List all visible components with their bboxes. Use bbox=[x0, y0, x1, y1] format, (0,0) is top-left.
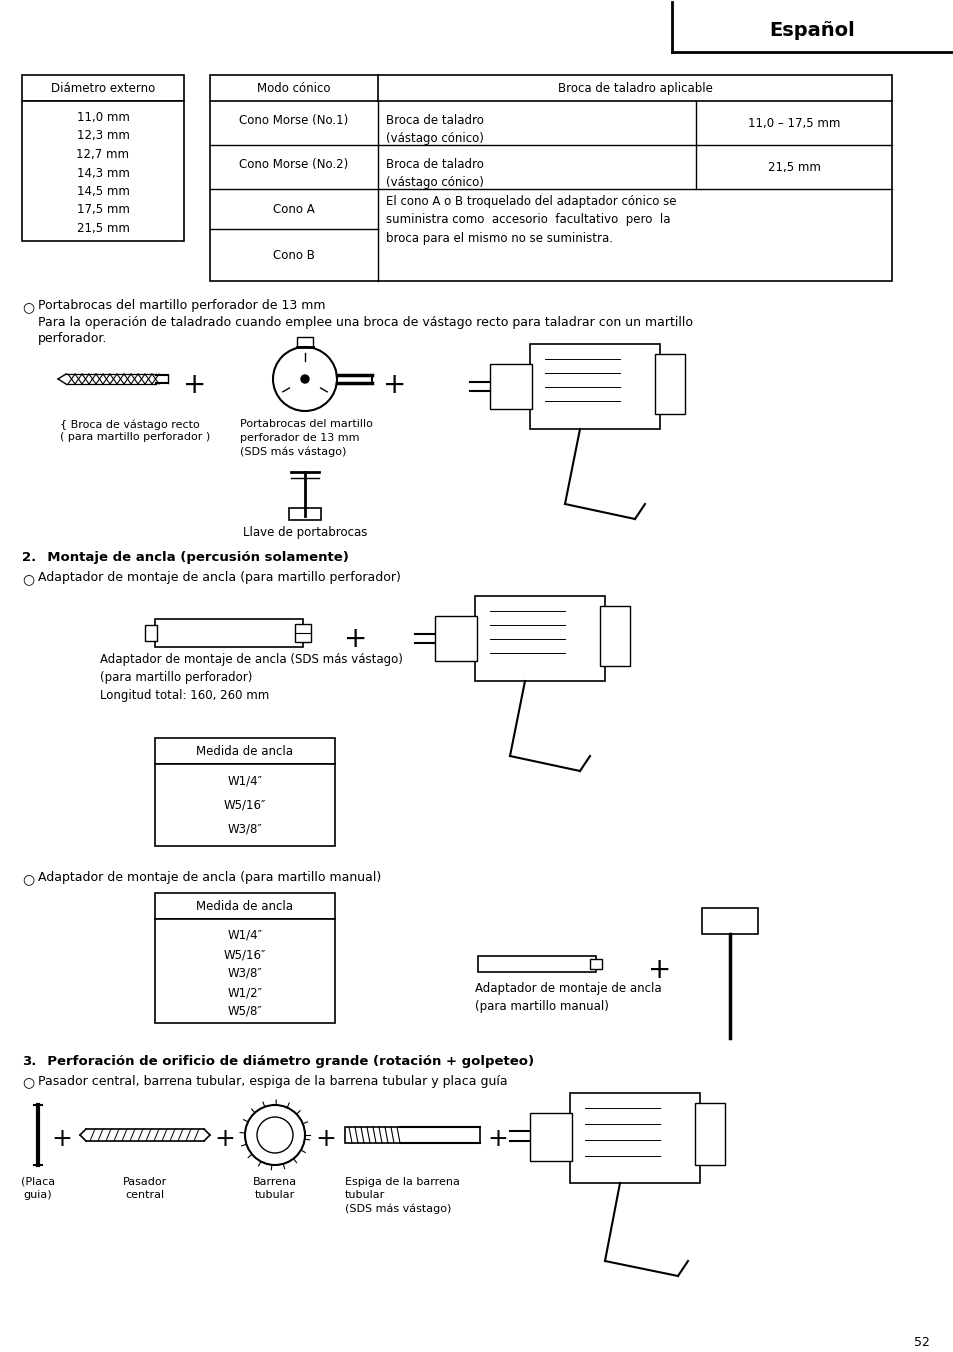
Text: Broca de taladro aplicable: Broca de taladro aplicable bbox=[557, 82, 712, 95]
Text: +: + bbox=[183, 370, 207, 399]
Text: 14,3 mm: 14,3 mm bbox=[76, 166, 130, 180]
Text: +: + bbox=[648, 956, 671, 984]
Text: Portabrocas del martillo
perforador de 13 mm
(SDS más vástago): Portabrocas del martillo perforador de 1… bbox=[240, 419, 373, 457]
Circle shape bbox=[301, 375, 309, 383]
Text: Modo cónico: Modo cónico bbox=[257, 82, 331, 95]
Text: W1/2″: W1/2″ bbox=[227, 986, 262, 999]
Bar bbox=[154, 919, 335, 1023]
Bar bbox=[154, 738, 335, 764]
Text: 52: 52 bbox=[913, 1336, 929, 1349]
Text: ○: ○ bbox=[22, 572, 34, 585]
Text: +: + bbox=[51, 1128, 72, 1151]
Text: Montaje de ancla (percusión solamente): Montaje de ancla (percusión solamente) bbox=[38, 552, 349, 564]
Bar bbox=[435, 617, 476, 661]
Bar bbox=[294, 625, 311, 642]
Text: Español: Español bbox=[768, 22, 854, 41]
Text: 2.: 2. bbox=[22, 552, 36, 564]
Text: W5/16″: W5/16″ bbox=[224, 948, 266, 961]
Text: W1/4″: W1/4″ bbox=[227, 773, 262, 787]
Bar bbox=[296, 337, 313, 347]
Text: ○: ○ bbox=[22, 1075, 34, 1088]
Text: Cono Morse (No.2): Cono Morse (No.2) bbox=[239, 158, 348, 170]
Text: Medida de ancla: Medida de ancla bbox=[196, 900, 294, 913]
Text: Barrena
tubular: Barrena tubular bbox=[253, 1178, 296, 1201]
Text: ( para martillo perforador ): ( para martillo perforador ) bbox=[60, 433, 210, 442]
Text: Cono B: Cono B bbox=[273, 249, 314, 262]
Bar bbox=[695, 1103, 724, 1165]
Text: Cono A: Cono A bbox=[273, 203, 314, 216]
Bar bbox=[154, 894, 335, 919]
Bar bbox=[475, 596, 604, 681]
Text: 12,7 mm: 12,7 mm bbox=[76, 147, 130, 161]
Bar bbox=[145, 625, 157, 641]
Text: perforador.: perforador. bbox=[38, 333, 108, 345]
Text: +: + bbox=[487, 1128, 508, 1151]
Text: 14,5 mm: 14,5 mm bbox=[76, 185, 130, 197]
Text: 17,5 mm: 17,5 mm bbox=[76, 204, 130, 216]
Text: +: + bbox=[344, 625, 367, 653]
Text: W3/8″: W3/8″ bbox=[228, 967, 262, 980]
Text: W5/16″: W5/16″ bbox=[224, 798, 266, 811]
Text: +: + bbox=[315, 1128, 336, 1151]
Text: Broca de taladro
(vástago cónico): Broca de taladro (vástago cónico) bbox=[386, 114, 483, 145]
Bar bbox=[530, 1113, 572, 1161]
Bar bbox=[589, 959, 601, 969]
Text: Broca de taladro
(vástago cónico): Broca de taladro (vástago cónico) bbox=[386, 158, 483, 189]
Bar bbox=[701, 909, 758, 934]
Text: Para la operación de taladrado cuando emplee una broca de vástago recto para tal: Para la operación de taladrado cuando em… bbox=[38, 316, 692, 329]
Bar bbox=[154, 619, 303, 648]
Bar bbox=[477, 956, 596, 972]
Text: Medida de ancla: Medida de ancla bbox=[196, 745, 294, 758]
Text: W3/8″: W3/8″ bbox=[228, 822, 262, 836]
Text: El cono A o B troquelado del adaptador cónico se
suministra como  accesorio  fac: El cono A o B troquelado del adaptador c… bbox=[386, 195, 676, 245]
Bar bbox=[289, 508, 320, 521]
Bar bbox=[22, 101, 184, 241]
Text: Adaptador de montaje de ancla (para martillo manual): Adaptador de montaje de ancla (para mart… bbox=[38, 871, 381, 884]
Text: 3.: 3. bbox=[22, 1055, 36, 1068]
Text: W1/4″: W1/4″ bbox=[227, 929, 262, 942]
Text: Llave de portabrocas: Llave de portabrocas bbox=[243, 526, 367, 539]
Text: Cono Morse (No.1): Cono Morse (No.1) bbox=[239, 114, 348, 127]
Text: W5/8″: W5/8″ bbox=[228, 1005, 262, 1018]
Bar bbox=[22, 74, 184, 101]
Bar bbox=[345, 1128, 479, 1142]
Text: Pasador
central: Pasador central bbox=[123, 1178, 167, 1201]
Bar bbox=[655, 354, 684, 414]
Text: Adaptador de montaje de ancla (SDS más vástago)
(para martillo perforador)
Longi: Adaptador de montaje de ancla (SDS más v… bbox=[100, 653, 402, 702]
Bar bbox=[210, 74, 891, 281]
Bar bbox=[569, 1092, 700, 1183]
Text: Pasador central, barrena tubular, espiga de la barrena tubular y placa guía: Pasador central, barrena tubular, espiga… bbox=[38, 1075, 507, 1088]
Text: 11,0 mm: 11,0 mm bbox=[76, 111, 130, 124]
Text: (Placa
guia): (Placa guia) bbox=[21, 1178, 55, 1201]
Text: { Broca de vástago recto: { Broca de vástago recto bbox=[60, 419, 199, 430]
Text: 12,3 mm: 12,3 mm bbox=[76, 130, 130, 142]
Bar bbox=[599, 606, 629, 667]
Text: Adaptador de montaje de ancla
(para martillo manual): Adaptador de montaje de ancla (para mart… bbox=[475, 982, 661, 1013]
Text: 11,0 – 17,5 mm: 11,0 – 17,5 mm bbox=[747, 118, 840, 130]
Text: +: + bbox=[214, 1128, 235, 1151]
Bar bbox=[530, 343, 659, 429]
Text: +: + bbox=[383, 370, 406, 399]
Text: Perforación de orificio de diámetro grande (rotación + golpeteo): Perforación de orificio de diámetro gran… bbox=[38, 1055, 534, 1068]
Text: Diámetro externo: Diámetro externo bbox=[51, 82, 155, 95]
Text: 21,5 mm: 21,5 mm bbox=[76, 222, 130, 235]
Text: ○: ○ bbox=[22, 872, 34, 886]
Text: 21,5 mm: 21,5 mm bbox=[767, 161, 820, 174]
Bar bbox=[154, 764, 335, 846]
Text: Portabrocas del martillo perforador de 13 mm: Portabrocas del martillo perforador de 1… bbox=[38, 299, 325, 312]
Bar bbox=[490, 364, 532, 410]
Text: Espiga de la barrena
tubular
(SDS más vástago): Espiga de la barrena tubular (SDS más vá… bbox=[345, 1178, 459, 1214]
Text: ○: ○ bbox=[22, 300, 34, 314]
Text: Adaptador de montaje de ancla (para martillo perforador): Adaptador de montaje de ancla (para mart… bbox=[38, 571, 400, 584]
